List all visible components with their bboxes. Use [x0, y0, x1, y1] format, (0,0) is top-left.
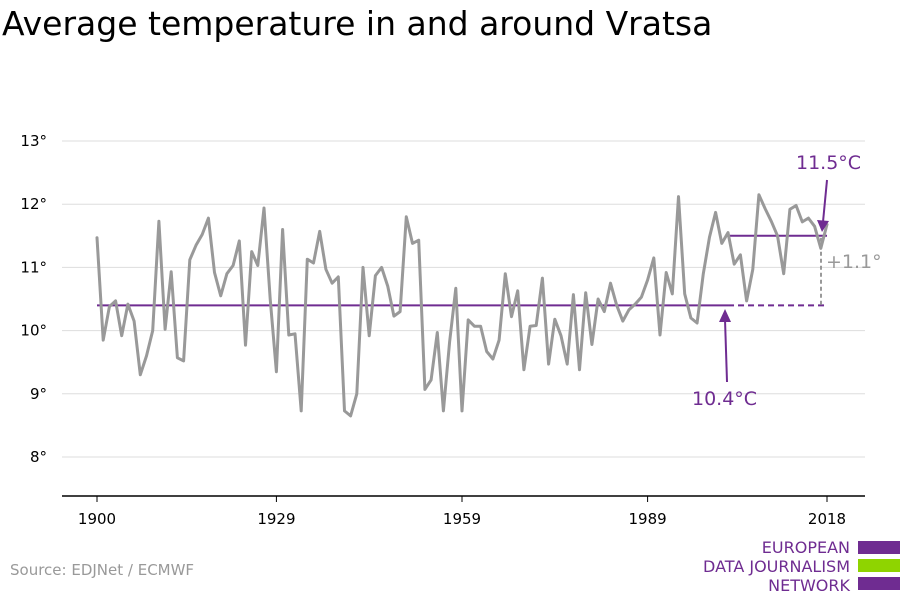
recent-arrow-head	[817, 220, 829, 232]
difference-label: +1.1°	[826, 251, 882, 273]
baseline-average-label: 10.4°C	[692, 388, 757, 410]
logo-bar-2	[858, 559, 900, 572]
recent-arrow-shaft	[822, 179, 828, 223]
edjnet-logo[interactable]: EUROPEAN DATA JOURNALISM NETWORK	[700, 536, 900, 596]
recent-average-label: 11.5°C	[796, 152, 861, 174]
series-layer	[95, 193, 829, 418]
logo-line-1: EUROPEAN	[761, 538, 850, 557]
x-tick-label: 2018	[808, 510, 846, 528]
x-tick-label: 1929	[257, 510, 295, 528]
logo-bar-1	[858, 541, 900, 554]
reference-lines	[97, 234, 827, 307]
temperature-series-line	[95, 193, 829, 418]
source-note: Source: EDJNet / ECMWF	[10, 561, 195, 579]
x-tick-label: 1959	[443, 510, 481, 528]
logo-line-3: NETWORK	[768, 576, 850, 595]
baseline-arrow-shaft	[724, 319, 729, 383]
logo-line-2: DATA JOURNALISM	[703, 557, 850, 576]
y-tick-label: 8°	[30, 448, 47, 466]
annotation-layer: +1.1° 11.5°C 10.4°C	[692, 152, 882, 410]
chart-title: Average temperature in and around Vratsa	[2, 4, 713, 43]
y-tick-label: 12°	[20, 195, 47, 213]
grid-layer: 8° 9° 10° 11° 12° 13°	[20, 132, 865, 466]
y-tick-label: 11°	[20, 258, 47, 276]
logo-bar-3	[858, 577, 900, 590]
x-tick-label: 1900	[78, 510, 116, 528]
axis-layer: 1900 1929 1959 1989 2018	[62, 495, 865, 528]
y-tick-label: 9°	[30, 385, 47, 403]
y-tick-label: 10°	[20, 322, 47, 340]
y-tick-label: 13°	[20, 132, 47, 150]
baseline-arrow-head	[719, 309, 732, 322]
x-tick-label: 1989	[628, 510, 666, 528]
